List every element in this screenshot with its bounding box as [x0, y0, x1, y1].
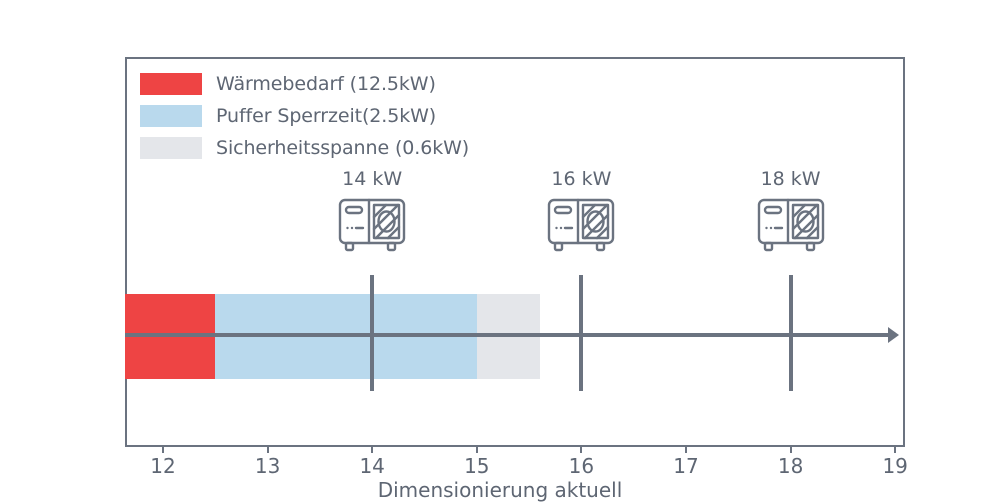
x-axis-title: Dimensionierung aktuell [377, 478, 623, 502]
device-marker-18kw[interactable]: 18 kW [741, 168, 841, 255]
x-tick-label-17: 17 [673, 454, 699, 478]
legend-label-waermebedarf: Wärmebedarf (12.5kW) [216, 73, 436, 95]
device-marker-line-18kw [788, 275, 793, 391]
chart-legend: Wärmebedarf (12.5kW) Puffer Sperrzeit(2.… [140, 72, 469, 160]
device-label-16kw: 16 kW [551, 168, 612, 190]
device-marker-14kw[interactable]: 14 kW [322, 168, 422, 255]
legend-item-waermebedarf: Wärmebedarf (12.5kW) [140, 72, 469, 96]
x-tick-label-18: 18 [777, 454, 804, 478]
x-tick-label-13: 13 [254, 454, 281, 478]
x-tick-mark-14 [371, 447, 374, 453]
legend-swatch-waermebedarf [140, 73, 202, 95]
x-tick-label-19: 19 [882, 454, 908, 478]
heat-pump-icon [548, 198, 615, 252]
legend-label-sicherheitsspanne: Sicherheitsspanne (0.6kW) [216, 137, 470, 159]
device-marker-line-16kw [579, 275, 584, 391]
x-tick-mark-16 [580, 447, 583, 453]
x-tick-mark-19 [894, 447, 897, 453]
x-tick-label-15: 15 [464, 454, 490, 478]
legend-swatch-sicherheitsspanne [140, 137, 202, 159]
heat-pump-icon [338, 198, 406, 252]
x-tick-mark-13 [266, 447, 269, 453]
x-tick-mark-15 [475, 447, 478, 453]
x-tick-label-16: 16 [568, 454, 595, 478]
device-marker-16kw[interactable]: 16 kW [531, 168, 631, 255]
plot-area [125, 57, 905, 447]
device-marker-line-14kw [370, 275, 375, 391]
legend-item-puffer-sperrzeit: Puffer Sperrzeit(2.5kW) [140, 104, 469, 128]
heat-pump-icon [757, 198, 824, 252]
x-axis-arrowhead [888, 327, 899, 343]
x-tick-label-12: 12 [150, 454, 176, 478]
device-label-14kw: 14 kW [342, 168, 403, 190]
x-tick-mark-18 [789, 447, 792, 453]
x-tick-mark-12 [162, 447, 164, 453]
legend-label-puffer-sperrzeit: Puffer Sperrzeit(2.5kW) [216, 105, 437, 127]
legend-item-sicherheitsspanne: Sicherheitsspanne (0.6kW) [140, 136, 469, 160]
x-tick-label-14: 14 [359, 454, 385, 478]
x-axis-line [125, 333, 893, 337]
legend-swatch-puffer-sperrzeit [140, 105, 202, 127]
x-tick-mark-17 [685, 447, 687, 453]
device-label-18kw: 18 kW [760, 168, 821, 190]
